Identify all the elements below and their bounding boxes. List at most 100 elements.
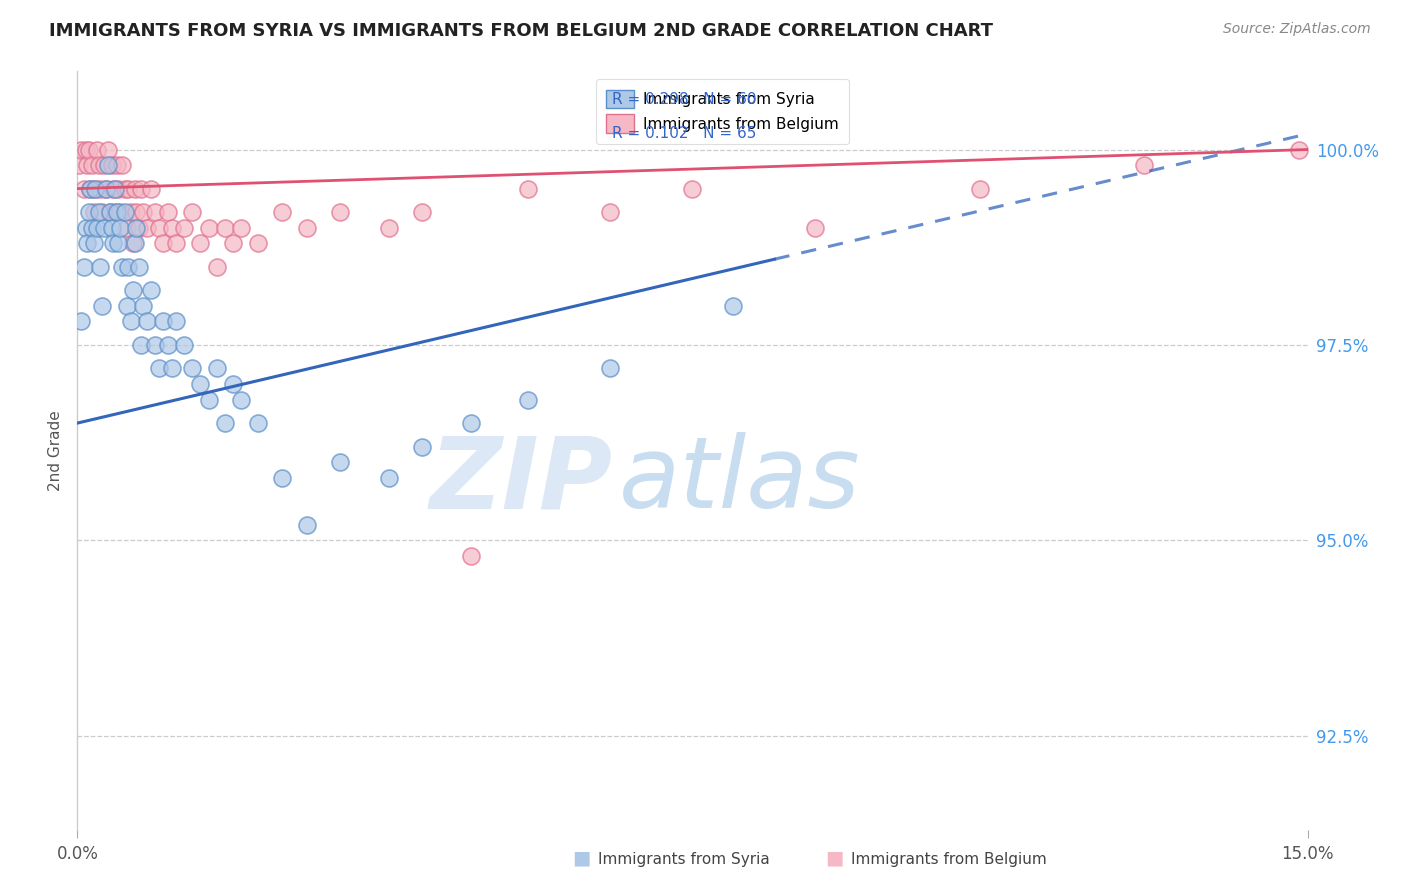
Point <box>84 181 107 195</box>
Point <box>125 220 148 235</box>
Point <box>411 205 433 219</box>
Point <box>132 205 155 219</box>
Point <box>70 314 93 328</box>
Point <box>136 220 159 235</box>
Point <box>136 314 159 328</box>
Point <box>723 299 745 313</box>
Point <box>86 220 108 235</box>
Point <box>129 181 153 195</box>
Point <box>124 236 146 251</box>
Point <box>75 220 97 235</box>
Point <box>129 338 153 352</box>
Point <box>90 299 114 313</box>
Point <box>86 143 108 157</box>
Point <box>141 181 163 195</box>
Text: ■: ■ <box>825 848 844 867</box>
Point <box>73 181 96 195</box>
Point <box>84 181 107 195</box>
Point <box>969 181 991 195</box>
Point <box>76 158 98 172</box>
Point <box>599 361 621 376</box>
Point <box>295 517 318 532</box>
Point <box>73 260 96 274</box>
Point <box>460 549 482 563</box>
Point <box>111 260 134 274</box>
Point <box>132 299 155 313</box>
Point <box>271 205 294 219</box>
Point <box>197 220 219 235</box>
Point <box>222 377 245 392</box>
Point <box>105 158 128 172</box>
Point <box>205 260 228 274</box>
Point <box>87 205 110 219</box>
Point <box>160 220 183 235</box>
Point <box>83 236 105 251</box>
Point <box>205 361 228 376</box>
Point <box>173 338 195 352</box>
Point <box>222 236 245 251</box>
Point <box>103 236 125 251</box>
Point <box>104 205 127 219</box>
Point <box>246 416 269 430</box>
Point <box>1132 158 1154 172</box>
Point <box>152 236 174 251</box>
Point <box>517 392 540 407</box>
Point <box>165 236 187 251</box>
Point <box>111 158 134 172</box>
Point <box>77 205 100 219</box>
Point <box>231 392 253 407</box>
Point <box>181 361 204 376</box>
Text: IMMIGRANTS FROM SYRIA VS IMMIGRANTS FROM BELGIUM 2ND GRADE CORRELATION CHART: IMMIGRANTS FROM SYRIA VS IMMIGRANTS FROM… <box>49 22 993 40</box>
Point <box>117 181 139 195</box>
Point <box>460 416 482 430</box>
Point <box>93 220 115 235</box>
Text: ■: ■ <box>572 848 591 867</box>
Point <box>181 205 204 219</box>
Point <box>128 260 150 274</box>
Point <box>98 205 121 219</box>
Point <box>89 260 111 274</box>
Y-axis label: 2nd Grade: 2nd Grade <box>48 410 63 491</box>
Point <box>104 181 127 195</box>
Point <box>82 220 104 235</box>
Point <box>107 236 129 251</box>
Point <box>107 181 129 195</box>
Point <box>295 220 318 235</box>
Point <box>77 143 100 157</box>
Point <box>90 205 114 219</box>
Point <box>122 283 145 297</box>
Point <box>160 361 183 376</box>
Point <box>89 181 111 195</box>
Point <box>148 361 170 376</box>
Point <box>378 471 401 485</box>
Point <box>197 392 219 407</box>
Point <box>329 205 352 219</box>
Point <box>76 236 98 251</box>
Text: atlas: atlas <box>619 433 860 529</box>
Point <box>411 440 433 454</box>
Text: Source: ZipAtlas.com: Source: ZipAtlas.com <box>1223 22 1371 37</box>
Point <box>156 338 179 352</box>
Point <box>94 181 117 195</box>
Legend: Immigrants from Syria, Immigrants from Belgium: Immigrants from Syria, Immigrants from B… <box>596 79 849 144</box>
Point <box>682 181 704 195</box>
Point <box>125 205 148 219</box>
Point <box>246 236 269 251</box>
Point <box>188 377 212 392</box>
Point <box>143 338 166 352</box>
Text: R = 0.298   N = 60: R = 0.298 N = 60 <box>613 92 756 107</box>
Point <box>93 158 115 172</box>
Point <box>117 260 139 274</box>
Point <box>271 471 294 485</box>
Point <box>87 158 110 172</box>
Text: R = 0.102   N = 65: R = 0.102 N = 65 <box>613 126 756 141</box>
Point <box>94 181 117 195</box>
Point <box>115 220 138 235</box>
Text: Immigrants from Syria: Immigrants from Syria <box>598 852 769 867</box>
Point <box>517 181 540 195</box>
Point <box>108 220 131 235</box>
Point <box>148 220 170 235</box>
Point <box>83 205 105 219</box>
Point <box>128 220 150 235</box>
Point <box>143 205 166 219</box>
